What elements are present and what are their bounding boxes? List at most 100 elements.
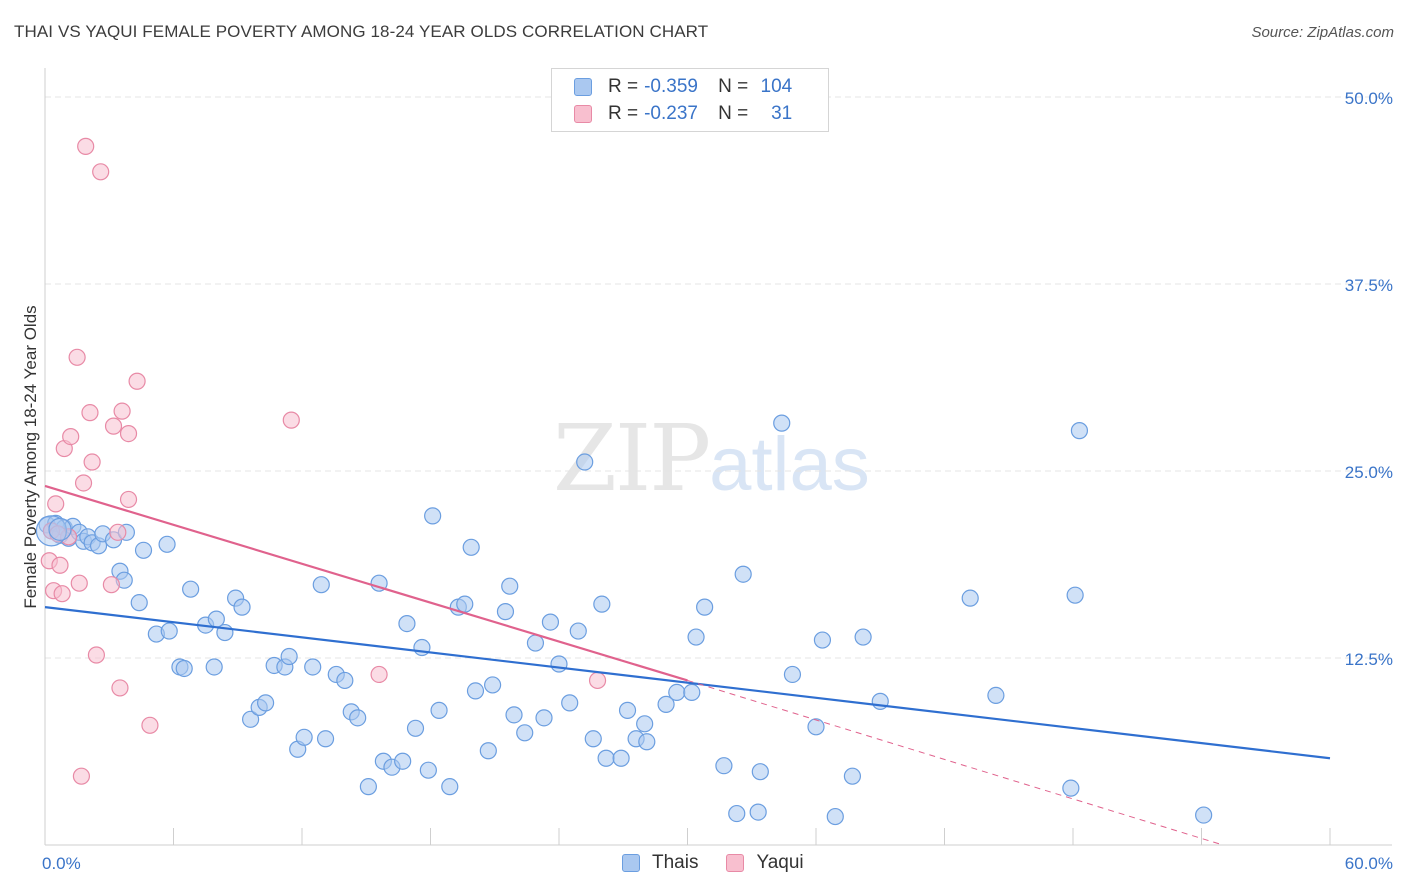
legend-r-value: -0.237 <box>644 103 698 124</box>
point-thais <box>349 709 367 727</box>
point-thais <box>657 695 675 713</box>
point-thais <box>751 763 769 781</box>
point-thais <box>158 535 176 553</box>
stats-legend: R = -0.359 N = 104 R = -0.237 N = 31 <box>551 68 829 132</box>
point-yaqui <box>113 402 131 420</box>
point-yaqui <box>77 137 95 155</box>
point-thais <box>430 701 448 719</box>
point-thais <box>961 589 979 607</box>
legend-n-label: N = <box>718 76 749 97</box>
legend-swatch-yaqui <box>726 854 745 872</box>
source-label: Source: ZipAtlas.com <box>1251 24 1394 41</box>
point-thais <box>597 749 615 767</box>
series-legend: Thais Yaqui <box>622 852 832 874</box>
point-thais <box>696 598 714 616</box>
point-thais <box>312 576 330 594</box>
point-thais <box>561 694 579 712</box>
y-axis-label: Female Poverty Among 18-24 Year Olds <box>21 305 40 608</box>
point-yaqui <box>111 679 129 697</box>
point-thais <box>280 647 298 666</box>
point-yaqui <box>68 348 86 366</box>
legend-row-thais: R = -0.359 N = 104 <box>574 74 792 100</box>
point-thais <box>462 538 480 556</box>
point-thais <box>175 659 193 678</box>
point-yaqui <box>141 716 159 734</box>
point-thais <box>419 761 437 779</box>
point-yaqui <box>119 425 138 443</box>
point-thais <box>484 676 502 694</box>
point-thais <box>466 682 485 700</box>
point-thais <box>687 628 705 646</box>
point-yaqui <box>70 574 88 592</box>
point-thais <box>336 671 354 690</box>
point-thais <box>516 724 534 742</box>
point-yaqui <box>87 646 106 664</box>
point-thais <box>541 613 560 631</box>
point-thais <box>1062 779 1080 797</box>
point-thais <box>479 742 497 760</box>
legend-swatch-thais <box>574 78 592 96</box>
point-thais <box>535 709 553 727</box>
point-thais <box>773 414 791 432</box>
point-thais <box>683 683 701 702</box>
point-thais <box>854 628 872 646</box>
x-tick-label: 0.0% <box>42 854 81 873</box>
legend-r-value: -0.359 <box>644 76 698 97</box>
watermark-atlas: atlas <box>709 422 870 507</box>
legend-r-label: R = <box>608 76 639 97</box>
point-thais <box>160 622 178 640</box>
point-thais <box>668 683 686 702</box>
trendline-yaqui <box>44 484 688 682</box>
point-yaqui <box>81 404 99 422</box>
point-thais <box>424 507 442 525</box>
x-tick-label: 60.0% <box>1345 854 1393 873</box>
chart-title: THAI VS YAQUI FEMALE POVERTY AMONG 18-24… <box>14 22 709 41</box>
point-thais <box>242 710 260 728</box>
point-thais-cluster <box>35 515 68 547</box>
point-thais <box>501 577 519 595</box>
point-thais <box>1070 422 1089 440</box>
y-tick-label: 25.0% <box>1345 463 1393 482</box>
point-thais <box>618 701 637 719</box>
point-thais <box>1066 586 1084 604</box>
point-thais <box>130 594 148 612</box>
point-yaqui <box>72 767 91 785</box>
point-thais <box>843 767 862 785</box>
point-yaqui <box>92 163 110 181</box>
point-thais <box>638 733 656 751</box>
point-yaqui <box>62 427 80 446</box>
point-thais <box>295 728 313 746</box>
legend-r-label: R = <box>608 103 639 124</box>
legend-row-yaqui: R = -0.237 N = 31 <box>574 101 792 127</box>
point-yaqui <box>83 453 101 471</box>
point-thais <box>505 706 523 724</box>
point-thais <box>398 614 416 633</box>
legend-item-thais[interactable]: Thais <box>622 852 698 874</box>
y-tick-label: 12.5% <box>1345 650 1393 669</box>
point-thais <box>593 595 611 613</box>
trendline-thais <box>44 606 1331 760</box>
point-yaqui <box>119 490 138 509</box>
point-yaqui <box>53 585 71 603</box>
point-thais <box>813 631 832 649</box>
point-thais <box>359 778 377 796</box>
legend-label-yaqui: Yaqui <box>756 852 804 873</box>
point-yaqui <box>51 556 69 574</box>
point-yaqui <box>370 665 388 684</box>
point-thais <box>406 719 425 737</box>
legend-swatch-yaqui <box>574 105 592 123</box>
point-thais <box>569 622 587 640</box>
legend-item-yaqui[interactable]: Yaqui <box>726 852 804 874</box>
point-thais <box>256 694 275 712</box>
legend-n-value: 104 <box>760 76 793 97</box>
point-thais <box>612 749 630 767</box>
point-thais <box>456 595 474 613</box>
point-thais <box>441 778 459 796</box>
point-thais <box>394 752 412 770</box>
point-yaqui <box>282 411 300 429</box>
point-thais-cluster <box>48 517 72 541</box>
point-thais <box>316 730 335 748</box>
point-yaqui <box>47 495 65 513</box>
point-thais <box>584 730 602 748</box>
point-thais <box>496 603 515 621</box>
